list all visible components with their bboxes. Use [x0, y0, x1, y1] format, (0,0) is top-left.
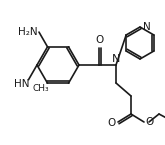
Text: O: O	[96, 35, 104, 45]
Text: O: O	[108, 118, 116, 128]
Text: O: O	[145, 117, 153, 127]
Text: H₂N: H₂N	[18, 27, 38, 37]
Text: N: N	[112, 54, 120, 64]
Text: HN: HN	[14, 79, 30, 89]
Text: N: N	[143, 22, 151, 32]
Text: CH₃: CH₃	[33, 84, 49, 93]
